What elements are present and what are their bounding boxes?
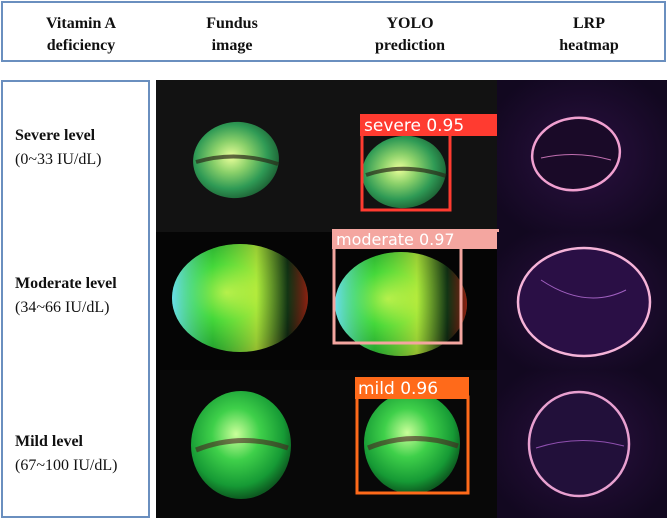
mild-lrp-heatmap bbox=[497, 370, 667, 518]
severe-prediction-label: severe 0.95 bbox=[364, 116, 464, 136]
header-fundus-image: Fundus image bbox=[187, 13, 277, 57]
header-col2-line2: image bbox=[211, 37, 253, 54]
moderate-lrp-heatmap bbox=[497, 232, 667, 370]
header-col1-line1: Vitamin A bbox=[45, 15, 117, 32]
header-vitamin-a-deficiency: Vitamin A deficiency bbox=[17, 13, 145, 57]
header-bar: Vitamin A deficiency Fundus image YOLO p… bbox=[1, 1, 666, 62]
header-col3-line1: YOLO bbox=[386, 15, 434, 32]
mild-label-bg bbox=[355, 377, 469, 399]
row-labels-panel: Severe level (0~33 IU/dL) Moderate level… bbox=[1, 80, 150, 518]
mild-level-range: (67~100 IU/dL) bbox=[15, 457, 118, 474]
severe-level-title: Severe level bbox=[15, 127, 96, 144]
header-col4-line2: heatmap bbox=[559, 37, 619, 54]
row-label-moderate: Moderate level (34~66 IU/dL) bbox=[15, 272, 117, 320]
moderate-yolo-image bbox=[335, 252, 467, 356]
severe-level-range: (0~33 IU/dL) bbox=[15, 151, 102, 168]
mild-level-title: Mild level bbox=[15, 433, 83, 450]
row-label-mild: Mild level (67~100 IU/dL) bbox=[15, 430, 117, 478]
moderate-level-range: (34~66 IU/dL) bbox=[15, 299, 110, 316]
moderate-fundus-image bbox=[172, 244, 308, 352]
header-yolo-prediction: YOLO prediction bbox=[355, 13, 465, 57]
image-grid: severe 0.95 moderate 0.97 bbox=[156, 80, 667, 518]
severe-yolo-image bbox=[362, 135, 447, 209]
moderate-level-title: Moderate level bbox=[15, 275, 117, 292]
severe-label-bg bbox=[360, 114, 497, 136]
header-lrp-heatmap: LRP heatmap bbox=[539, 13, 639, 57]
mild-yolo-image bbox=[364, 392, 460, 494]
header-col1-line2: deficiency bbox=[46, 37, 116, 54]
moderate-label-bg bbox=[332, 229, 499, 249]
severe-fundus-image bbox=[193, 121, 279, 199]
severe-lrp-heatmap bbox=[497, 80, 667, 232]
mild-prediction-label: mild 0.96 bbox=[358, 379, 438, 399]
header-col2-line1: Fundus bbox=[206, 15, 258, 32]
mild-fundus-image bbox=[191, 391, 291, 499]
header-col4-line1: LRP bbox=[573, 15, 605, 32]
moderate-prediction-label: moderate 0.97 bbox=[336, 230, 455, 249]
header-col3-line2: prediction bbox=[375, 37, 445, 54]
row-label-severe: Severe level (0~33 IU/dL) bbox=[15, 124, 101, 172]
